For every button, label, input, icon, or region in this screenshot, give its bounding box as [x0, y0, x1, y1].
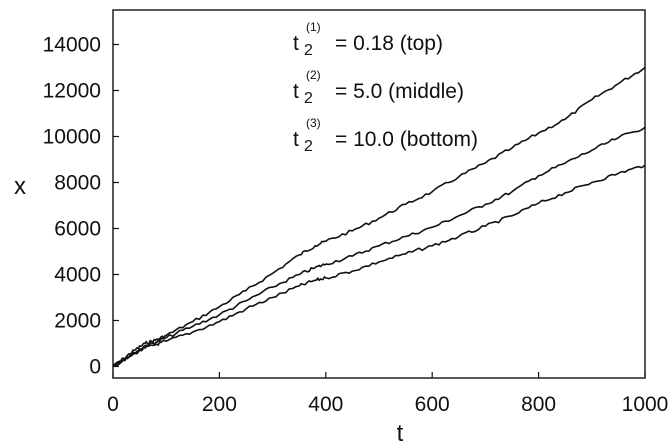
plot-frame: [112, 9, 646, 379]
annotation-subscript: 2: [304, 90, 313, 107]
x-tick-label: 1000: [622, 393, 669, 416]
annotation-series-1: t (1) 2 = 0.18 (top): [293, 20, 443, 59]
y-tick-label: 8000: [54, 172, 101, 195]
x-tick-label: 400: [308, 393, 343, 416]
y-tick-label: 12000: [43, 80, 101, 103]
y-tick-label: 2000: [54, 310, 101, 333]
annotation-subscript: 2: [304, 138, 313, 155]
annotation-text: = 10.0 (bottom): [335, 128, 478, 151]
ticks-group: 0 200 400 600 800 100002000400060008000100001…: [43, 34, 669, 417]
annotation-subscript: 2: [304, 42, 313, 59]
x-tick-label: 200: [202, 393, 237, 416]
annotation-superscript: (1): [306, 20, 321, 34]
x-axis-label: t: [397, 420, 404, 446]
y-tick-label: 0: [89, 356, 101, 379]
x-tick-label: 0: [107, 393, 119, 416]
y-tick-label: 4000: [54, 264, 101, 287]
y-tick-label: 6000: [54, 218, 101, 241]
annotation-symbol: t: [293, 32, 299, 55]
annotation-text: = 5.0 (middle): [335, 80, 464, 103]
annotation-series-3: t (3) 2 = 10.0 (bottom): [293, 116, 478, 155]
series-line-1: [112, 66, 646, 368]
annotation-superscript: (3): [306, 116, 321, 130]
annotation-text: = 0.18 (top): [335, 32, 443, 55]
x-tick-label: 800: [521, 393, 556, 416]
x-tick-label: 600: [415, 393, 450, 416]
series-line-2: [112, 126, 646, 368]
y-tick-label: 14000: [43, 34, 101, 57]
annotation-symbol: t: [293, 80, 299, 103]
annotation-superscript: (2): [306, 68, 321, 82]
y-tick-label: 10000: [43, 126, 101, 149]
series-line-3: [112, 164, 646, 367]
annotation-symbol: t: [293, 128, 299, 151]
series-group: [112, 66, 646, 368]
annotation-series-2: t (2) 2 = 5.0 (middle): [293, 68, 464, 107]
y-axis-label: x: [14, 173, 26, 200]
